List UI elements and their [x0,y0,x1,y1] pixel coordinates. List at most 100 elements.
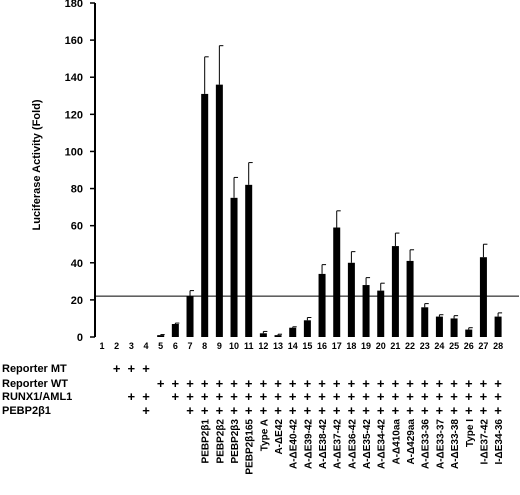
plus-mark: + [392,403,400,418]
plus-mark: + [274,376,282,391]
bar [435,316,443,337]
y-tick-label: 0 [77,332,83,344]
plus-mark: + [465,389,473,404]
plus-mark: + [289,376,297,391]
plus-mark: + [362,376,370,391]
plus-mark: + [318,403,326,418]
plus-mark: + [216,389,224,404]
x-tick-label: 4 [144,341,149,351]
plus-mark: + [304,403,312,418]
bar [391,246,399,337]
plus-mark: + [392,389,400,404]
plus-mark: + [142,389,150,404]
bar [450,318,458,337]
x-tick-label: 10 [229,341,239,351]
bar [186,296,194,337]
bar [318,273,326,337]
plus-mark: + [172,376,180,391]
x-tick-label: 5 [158,341,163,351]
bar [245,184,253,337]
x-tick-label: 16 [317,341,327,351]
condition-label: A-ΔE33-38 [450,419,461,469]
condition-label: I-ΔE34-36 [494,419,505,465]
x-tick-label: 13 [273,341,283,351]
plus-mark: + [128,361,136,376]
plus-mark: + [333,389,341,404]
plus-mark: + [201,403,209,418]
bar [303,320,311,337]
x-tick-label: 26 [464,341,474,351]
plus-mark: + [260,389,268,404]
plus-mark: + [480,376,488,391]
plus-mark: + [142,361,150,376]
row-label: PEBP2β1 [2,405,51,417]
y-tick-label: 40 [71,258,83,270]
bar [230,197,238,337]
row-label: RUNX1/AML1 [2,391,72,403]
plus-mark: + [186,376,194,391]
plus-mark: + [186,389,194,404]
x-tick-label: 21 [390,341,400,351]
condition-label: A-ΔE42 [274,419,285,455]
plus-mark: + [406,376,414,391]
bar [333,227,341,337]
bar [362,285,370,337]
condition-label: A-ΔE36-42 [347,419,358,469]
y-tick-label: 60 [71,221,83,233]
x-tick-label: 28 [493,341,503,351]
plus-mark: + [377,403,385,418]
plus-mark: + [377,389,385,404]
bar [347,262,355,337]
x-tick-label: 9 [217,341,222,351]
plus-mark: + [450,376,458,391]
y-tick-label: 120 [65,109,83,121]
bar [274,335,282,337]
y-axis-label: Luciferase Activity (Fold) [31,99,43,230]
condition-label: A-ΔE34-42 [377,419,388,469]
plus-mark: + [465,376,473,391]
condition-label: A-Δ429aa [406,419,417,465]
plus-mark: + [128,389,136,404]
plus-mark: + [245,389,253,404]
plus-mark: + [289,389,297,404]
x-tick-label: 14 [288,341,298,351]
plus-mark: + [348,376,356,391]
condition-label: Type I [465,419,476,447]
plus-mark: + [494,389,502,404]
plus-mark: + [245,403,253,418]
y-tick-label: 20 [71,295,83,307]
condition-label: A-ΔE39-42 [303,419,314,469]
row-label: Reporter WT [2,378,68,390]
plus-mark: + [494,403,502,418]
plus-mark: + [480,389,488,404]
condition-label: I-ΔE37-42 [479,419,490,465]
plus-mark: + [318,376,326,391]
condition-label: PEBP2β2 [215,419,226,464]
bar [289,327,297,337]
bar [494,316,502,337]
condition-label: PEBP2β165 [245,419,256,475]
plus-mark: + [362,389,370,404]
plus-mark: + [465,403,473,418]
x-tick-label: 27 [478,341,488,351]
plus-mark: + [421,403,429,418]
plus-mark: + [260,403,268,418]
x-tick-label: 15 [302,341,312,351]
plus-mark: + [172,389,180,404]
condition-label: A-ΔE38-42 [318,419,329,469]
bar [157,335,165,337]
plus-mark: + [230,389,238,404]
plus-mark: + [392,376,400,391]
plus-mark: + [436,403,444,418]
plus-mark: + [406,403,414,418]
plus-mark: + [406,389,414,404]
x-tick-label: 22 [405,341,415,351]
plus-mark: + [333,403,341,418]
plus-mark: + [333,376,341,391]
x-tick-label: 1 [99,341,104,351]
plus-mark: + [318,389,326,404]
plus-mark: + [436,376,444,391]
x-tick-label: 2 [114,341,119,351]
condition-label: PEBP2β3 [230,419,241,464]
